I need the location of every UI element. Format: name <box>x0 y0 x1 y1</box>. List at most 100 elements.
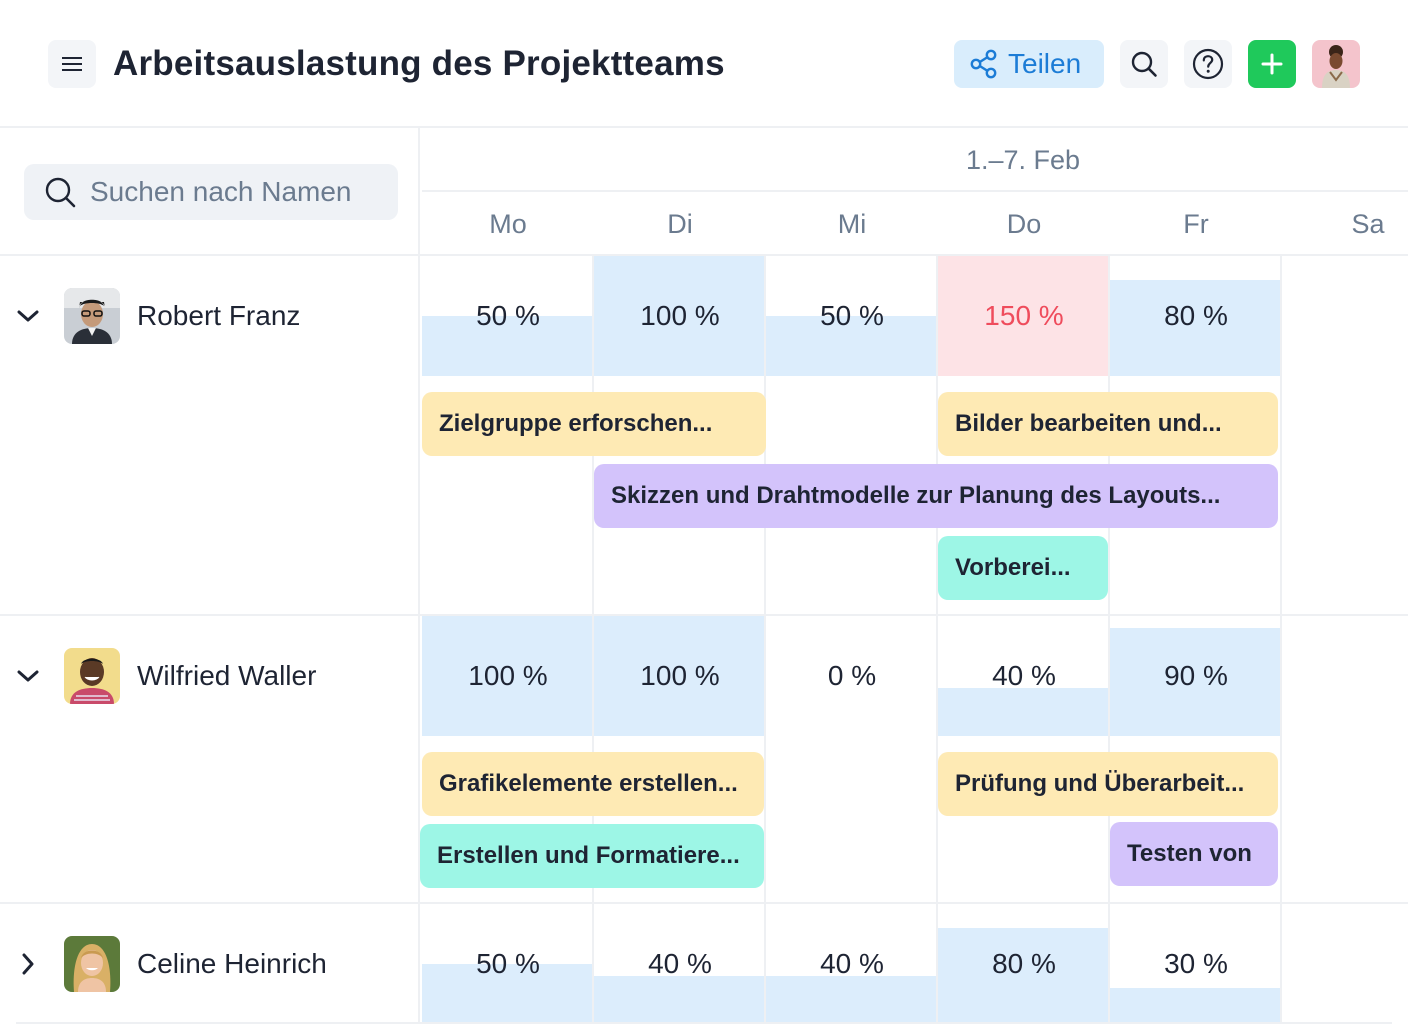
load-cell[interactable]: 100 % <box>422 616 594 736</box>
task-bar[interactable]: Skizzen und Drahtmodelle zur Planung des… <box>594 464 1278 528</box>
day-header-mo: Mo <box>489 209 527 239</box>
load-cell[interactable]: 0 % <box>766 616 938 736</box>
task-bar[interactable]: Zielgruppe erforschen... <box>422 392 766 456</box>
load-cell[interactable]: 100 % <box>594 616 766 736</box>
load-cell[interactable]: 100 % <box>594 256 766 376</box>
task-bar[interactable]: Testen von <box>1110 822 1278 886</box>
load-value: 100 % <box>640 660 720 691</box>
share-icon <box>970 49 997 79</box>
task-bar[interactable]: Bilder bearbeiten und... <box>938 392 1278 456</box>
load-value: 90 % <box>1164 660 1228 691</box>
avatar <box>64 288 120 344</box>
task-bar[interactable]: Vorberei... <box>938 536 1108 600</box>
collapse-toggle[interactable] <box>14 302 42 330</box>
avatar-image <box>64 936 120 992</box>
task-bar[interactable]: Grafikelemente erstellen... <box>422 752 764 816</box>
row-divider <box>0 614 1408 616</box>
load-bar <box>422 316 594 376</box>
chevron-down-icon <box>17 670 39 682</box>
load-value: 100 % <box>640 300 720 331</box>
task-bar[interactable]: Erstellen und Formatiere... <box>420 824 764 888</box>
load-cell[interactable]: 40 % <box>594 904 766 1024</box>
load-bar <box>594 616 766 736</box>
load-value: 50 % <box>476 300 540 331</box>
load-bar <box>594 256 766 376</box>
people-column: Suchen nach Namen <box>0 128 420 1024</box>
chevron-down-icon <box>17 310 39 322</box>
load-value: 40 % <box>648 948 712 979</box>
load-value: 50 % <box>476 948 540 979</box>
grid-line <box>936 256 938 1024</box>
add-button[interactable] <box>1248 40 1296 88</box>
user-avatar-image <box>1312 40 1360 88</box>
load-cell[interactable]: 90 % <box>1110 616 1282 736</box>
avatar-image <box>64 648 120 704</box>
task-bar[interactable]: Prüfung und Überarbeit... <box>938 752 1278 816</box>
load-bar <box>422 616 594 736</box>
grid-line <box>592 256 594 1024</box>
day-header-do: Do <box>1006 209 1042 239</box>
load-value: 40 % <box>992 660 1056 691</box>
load-cell[interactable]: 50 % <box>766 256 938 376</box>
help-button[interactable] <box>1184 40 1232 88</box>
page-title: Arbeitsauslastung des Projektteams <box>113 44 725 83</box>
search-input[interactable]: Suchen nach Namen <box>24 164 398 220</box>
load-cell[interactable]: 40 % <box>766 904 938 1024</box>
day-header-mi: Mi <box>837 209 867 239</box>
user-avatar[interactable] <box>1312 40 1360 88</box>
divider <box>0 254 1408 256</box>
grid-line <box>1280 256 1282 1024</box>
day-header-sa: Sa <box>1351 209 1385 239</box>
load-value: 30 % <box>1164 948 1228 979</box>
load-value: 0 % <box>827 660 877 691</box>
load-bar <box>938 928 1110 1024</box>
load-bar <box>766 976 938 1024</box>
load-bar <box>766 316 938 376</box>
load-cell[interactable]: 50 % <box>422 904 594 1024</box>
row-divider <box>0 902 1408 904</box>
grid-line <box>1108 256 1110 1024</box>
search-placeholder: Suchen nach Namen <box>90 176 352 207</box>
load-bar <box>1110 988 1282 1024</box>
load-cell[interactable]: 80 % <box>938 904 1110 1024</box>
help-icon <box>1192 48 1224 80</box>
row-divider <box>16 1022 1392 1024</box>
load-cell[interactable]: 50 % <box>422 256 594 376</box>
date-range-label: 1.–7. Feb <box>965 145 1081 175</box>
load-bar <box>938 688 1110 736</box>
search-button[interactable] <box>1120 40 1168 88</box>
load-value: 80 % <box>992 948 1056 979</box>
load-value: 50 % <box>820 300 884 331</box>
menu-button[interactable] <box>48 40 96 88</box>
load-value: 150 % <box>984 300 1064 331</box>
load-bar <box>422 964 594 1024</box>
load-value: 80 % <box>1164 300 1228 331</box>
load-bar <box>1110 280 1282 376</box>
share-button-label: Teilen <box>1008 48 1082 79</box>
load-cell[interactable]: 150 % <box>938 256 1110 376</box>
person-name[interactable]: Wilfried Waller <box>137 660 317 691</box>
load-value: 40 % <box>820 948 884 979</box>
person-name[interactable]: Robert Franz <box>137 300 301 331</box>
share-button[interactable]: Teilen <box>954 40 1104 88</box>
divider <box>422 190 1408 192</box>
load-bar <box>1110 628 1282 736</box>
expand-toggle[interactable] <box>14 950 42 978</box>
avatar <box>64 648 120 704</box>
load-bar <box>594 976 766 1024</box>
load-cell[interactable]: 40 % <box>938 616 1110 736</box>
avatar <box>64 936 120 992</box>
plus-icon <box>1261 53 1283 75</box>
day-header-fr: Fr <box>1183 209 1209 239</box>
grid-line <box>764 256 766 1024</box>
search-icon <box>1131 51 1157 77</box>
chevron-right-icon <box>22 953 34 975</box>
day-header-di: Di <box>667 209 693 239</box>
load-cell[interactable]: 80 % <box>1110 256 1282 376</box>
person-name[interactable]: Celine Heinrich <box>137 948 327 979</box>
app-header: Arbeitsauslastung des Projektteams Teile… <box>0 0 1408 128</box>
collapse-toggle[interactable] <box>14 662 42 690</box>
load-value: 100 % <box>468 660 548 691</box>
load-bar <box>938 256 1110 376</box>
load-cell[interactable]: 30 % <box>1110 904 1282 1024</box>
